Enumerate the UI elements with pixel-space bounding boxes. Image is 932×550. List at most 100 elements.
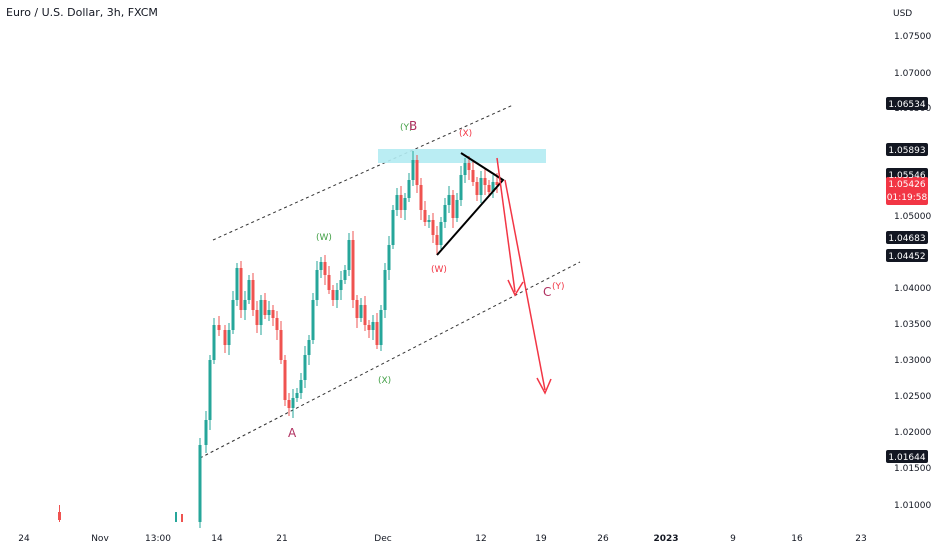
candle-body [479, 178, 483, 195]
y-tick-label: 1.03500 [894, 320, 931, 330]
candle-body [319, 262, 323, 270]
x-tick-label: 12 [475, 534, 486, 544]
price-badge [886, 177, 928, 205]
candle-body [423, 210, 427, 222]
candle-body [259, 300, 263, 325]
candle-body [347, 240, 351, 270]
candle-body [487, 185, 491, 192]
price-badge [886, 450, 928, 463]
candle-body [459, 175, 463, 200]
x-tick-label: 21 [276, 534, 287, 544]
candle-body [255, 310, 259, 325]
candle-body [343, 270, 347, 280]
candle-body [463, 163, 467, 175]
candle-body [383, 270, 387, 310]
y-tick-label: 1.07500 [894, 32, 931, 42]
candle-body [251, 280, 255, 310]
candle-body [391, 210, 395, 245]
candle-body [431, 220, 435, 235]
candle-body [204, 420, 208, 445]
candle-body [435, 235, 439, 245]
candle-body [315, 270, 319, 300]
x-tick-label: 16 [791, 534, 803, 544]
candle-body [379, 310, 383, 345]
candle-body [371, 322, 375, 330]
candle-body [483, 178, 487, 185]
candle-body [279, 330, 283, 360]
candle-body [223, 330, 227, 345]
y-tick-label: 1.04000 [894, 284, 931, 294]
wave-label: (X) [459, 129, 472, 139]
candle-body [415, 160, 419, 185]
price-badges [886, 97, 928, 463]
triangle-pattern [436, 152, 505, 256]
candle-body [359, 305, 363, 318]
y-tick-label: 1.02000 [894, 428, 931, 438]
candle-body [299, 380, 303, 393]
candle-body [283, 360, 287, 400]
price-badge-label: 1.01644 [888, 453, 925, 463]
candle-body [231, 300, 235, 330]
candle-body [239, 268, 243, 310]
candle-body [217, 325, 221, 330]
arrow-head [507, 279, 524, 297]
candle-body [363, 305, 367, 325]
candle-body [447, 195, 451, 205]
price-badge-label: 1.05426 [888, 180, 925, 190]
candle-body [212, 325, 216, 360]
candles [198, 151, 499, 528]
candle-body [208, 360, 212, 420]
candle-body [467, 163, 471, 170]
chart-title: Euro / U.S. Dollar, 3h, FXCM [6, 6, 158, 19]
wave-label: (W) [316, 233, 332, 243]
arrow-head [536, 377, 552, 395]
candle-body [331, 290, 335, 300]
candle-body [407, 180, 411, 198]
projection-arrow [504, 179, 546, 391]
y-tick-label: 1.02500 [894, 392, 931, 402]
x-tick-label: 26 [597, 534, 609, 544]
x-tick-label: Nov [91, 534, 109, 544]
candle-body [307, 340, 311, 355]
price-badge [886, 249, 928, 262]
price-badge-label: 1.04452 [888, 252, 925, 262]
price-badge-label: 1.05893 [888, 146, 925, 156]
x-tick-label: 9 [730, 534, 736, 544]
y-tick-label: 1.01500 [894, 464, 931, 474]
candle-body [375, 322, 379, 345]
candle-body [439, 222, 443, 245]
candle-body [287, 400, 291, 408]
wave-label: B [409, 119, 417, 133]
candle-body [411, 160, 415, 180]
x-tick-label: 2023 [653, 534, 678, 544]
candle-body [295, 393, 299, 398]
price-badge-label: 1.05546 [888, 171, 925, 181]
x-tick-label: 13:00 [145, 534, 171, 544]
candle-body [198, 445, 202, 522]
countdown-label: 01:19:58 [887, 193, 928, 203]
candle-body [267, 310, 271, 315]
candle-body [327, 275, 331, 290]
candle-body [339, 280, 343, 290]
wave-label: (Y) [552, 282, 565, 292]
candle-body [271, 310, 275, 318]
candle-body [395, 195, 399, 210]
candle-body [419, 185, 423, 210]
candle-body [387, 245, 391, 270]
candle-body [475, 182, 479, 195]
wave-label: (X) [378, 376, 391, 386]
price-badge-label: 1.04683 [888, 234, 925, 244]
candle-body [491, 182, 495, 192]
candle-body [455, 200, 459, 218]
price-badge [886, 231, 928, 244]
wave-label: A [288, 426, 297, 440]
candle-body [355, 300, 359, 318]
y-tick-label: 1.07000 [894, 69, 931, 79]
candle-body [291, 398, 295, 408]
candle-body [399, 195, 403, 210]
x-tick-label: 19 [535, 534, 547, 544]
y-tick-label: 1.01000 [894, 501, 931, 511]
candle-body [367, 325, 371, 330]
